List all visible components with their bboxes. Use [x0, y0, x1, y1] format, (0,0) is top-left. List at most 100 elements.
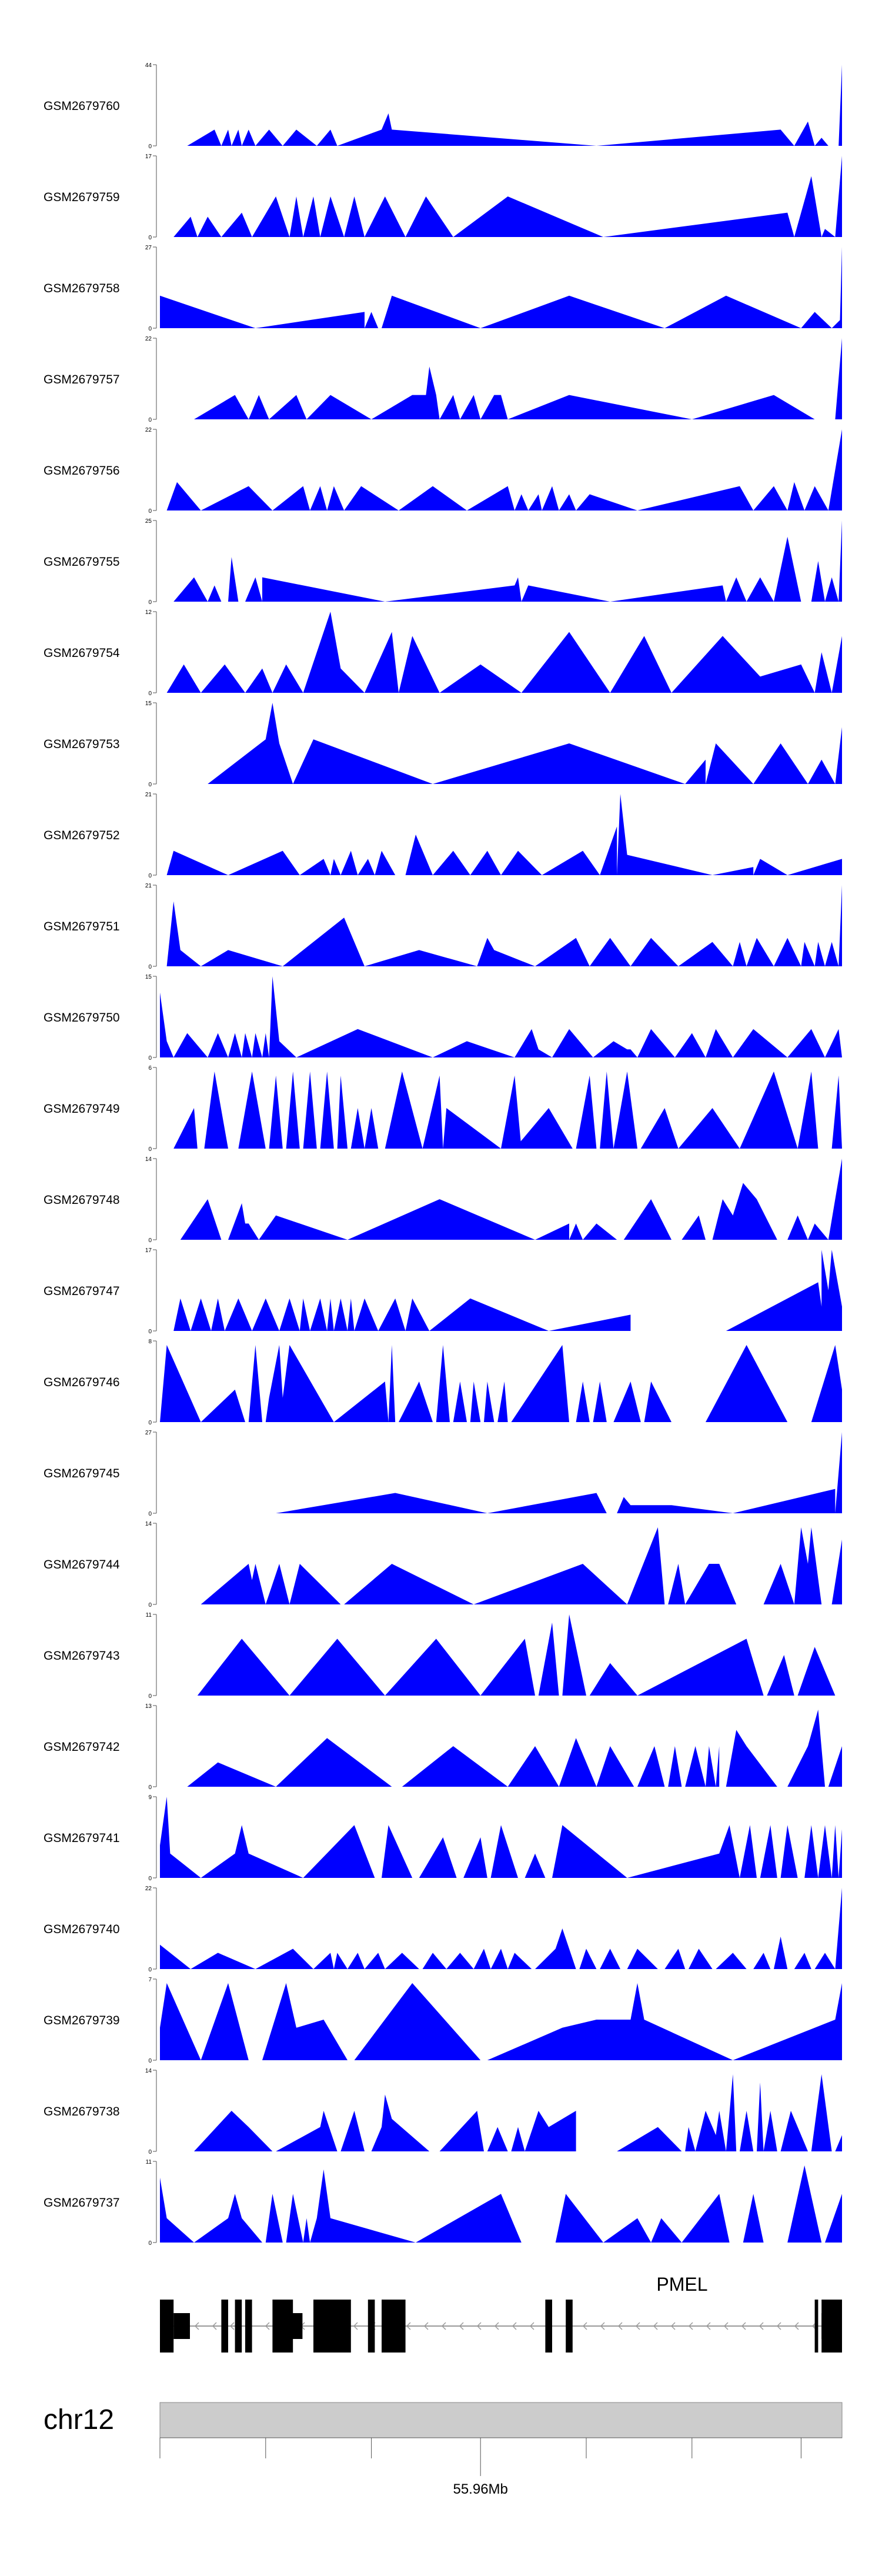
track-GSM2679744: GSM2679744 14 0	[44, 1521, 842, 1609]
coverage-area	[160, 1071, 842, 1149]
track-GSM2679752: GSM2679752 21 0	[44, 792, 842, 879]
coverage-area	[160, 429, 842, 510]
coverage-area	[160, 65, 842, 146]
coverage-area	[160, 156, 842, 237]
exon	[235, 2300, 242, 2353]
coverage-area	[160, 703, 842, 784]
strand-arrow	[670, 2322, 676, 2330]
track-GSM2679756: GSM2679756 22 0	[44, 427, 842, 515]
y-min-label: 0	[148, 417, 152, 423]
y-max-label: 22	[145, 427, 152, 433]
track-GSM2679760: GSM2679760 44 0	[44, 62, 842, 150]
track-label: GSM2679741	[44, 1831, 120, 1845]
track-GSM2679750: GSM2679750 15 0	[44, 974, 842, 1062]
track-label: GSM2679757	[44, 373, 120, 386]
track-GSM2679739: GSM2679739 7 0	[44, 1977, 842, 2064]
y-min-label: 0	[148, 235, 152, 241]
coverage-area	[160, 1159, 842, 1240]
coverage-area	[160, 1614, 842, 1696]
exon	[160, 2300, 174, 2353]
y-max-label: 44	[145, 62, 152, 69]
utr	[173, 2313, 190, 2339]
coverage-area	[160, 247, 842, 328]
track-label: GSM2679753	[44, 738, 120, 751]
exon	[221, 2300, 228, 2353]
strand-arrow	[265, 2322, 270, 2330]
strand-arrow	[582, 2322, 587, 2330]
y-min-label: 0	[148, 599, 152, 606]
y-min-label: 0	[148, 690, 152, 697]
strand-arrow	[229, 2322, 235, 2330]
y-min-label: 0	[148, 326, 152, 332]
track-label: GSM2679745	[44, 1467, 120, 1480]
coverage-area	[160, 2074, 842, 2151]
strand-arrow	[212, 2322, 217, 2330]
y-max-label: 17	[145, 1247, 152, 1254]
y-max-label: 7	[148, 1977, 152, 1983]
track-GSM2679758: GSM2679758 27 0	[44, 245, 842, 332]
y-min-label: 0	[148, 2149, 152, 2155]
track-GSM2679745: GSM2679745 27 0	[44, 1430, 842, 1517]
exon	[382, 2300, 406, 2353]
coverage-area	[160, 2165, 842, 2243]
y-min-label: 0	[148, 1329, 152, 1335]
y-min-label: 0	[148, 2058, 152, 2064]
strand-arrow	[512, 2322, 517, 2330]
coverage-area	[160, 794, 842, 875]
track-label: GSM2679742	[44, 1740, 120, 1754]
strand-arrow	[635, 2322, 640, 2330]
strand-arrow	[353, 2322, 358, 2330]
track-GSM2679742: GSM2679742 13 0	[44, 1703, 842, 1791]
y-min-label: 0	[148, 1237, 152, 1244]
ideogram-track: chr12 55.96Mb	[44, 2402, 843, 2497]
strand-arrow	[529, 2322, 534, 2330]
y-min-label: 0	[148, 964, 152, 970]
strand-arrow	[476, 2322, 482, 2330]
y-max-label: 15	[145, 700, 152, 707]
y-max-label: 11	[146, 1612, 152, 1619]
strand-arrow	[441, 2322, 446, 2330]
chromosome-label: chr12	[44, 2404, 114, 2435]
coverage-area	[160, 1250, 842, 1331]
y-min-label: 0	[148, 2240, 152, 2247]
y-max-label: 27	[145, 1430, 152, 1436]
track-label: GSM2679750	[44, 1011, 120, 1025]
track-label: GSM2679747	[44, 1284, 120, 1298]
y-max-label: 25	[145, 518, 152, 525]
y-min-label: 0	[148, 1146, 152, 1153]
y-min-label: 0	[148, 1511, 152, 1517]
y-max-label: 9	[148, 1794, 152, 1801]
track-label: GSM2679756	[44, 464, 120, 478]
track-GSM2679748: GSM2679748 14 0	[44, 1156, 842, 1244]
track-GSM2679743: GSM2679743 11 0	[44, 1612, 842, 1700]
track-GSM2679751: GSM2679751 21 0	[44, 883, 842, 970]
y-max-label: 14	[145, 1521, 152, 1527]
y-min-label: 0	[148, 873, 152, 879]
coverage-area	[160, 1797, 842, 1878]
y-max-label: 14	[145, 1156, 152, 1163]
y-max-label: 13	[145, 1703, 152, 1710]
exon	[368, 2300, 375, 2353]
track-GSM2679759: GSM2679759 17 0	[44, 154, 842, 241]
y-max-label: 11	[146, 2159, 152, 2165]
strand-arrow	[706, 2322, 711, 2330]
coverage-area	[160, 338, 842, 419]
strand-arrow	[759, 2322, 764, 2330]
y-min-label: 0	[148, 1784, 152, 1791]
exon	[814, 2300, 818, 2353]
track-label: GSM2679748	[44, 1193, 120, 1207]
y-max-label: 21	[145, 792, 152, 798]
y-max-label: 27	[145, 245, 152, 251]
strand-arrow	[688, 2322, 693, 2330]
coverage-area	[160, 1432, 842, 1513]
coverage-area	[160, 612, 842, 693]
track-GSM2679753: GSM2679753 15 0	[44, 700, 842, 788]
y-min-label: 0	[148, 1876, 152, 1882]
strand-arrow	[194, 2322, 199, 2330]
gene-model-track: PMEL	[160, 2274, 842, 2353]
track-GSM2679746: GSM2679746 8 0	[44, 1339, 842, 1426]
y-min-label: 0	[148, 1055, 152, 1062]
coverage-area	[160, 976, 842, 1057]
track-GSM2679757: GSM2679757 22 0	[44, 336, 842, 423]
coverage-area	[160, 1527, 842, 1604]
